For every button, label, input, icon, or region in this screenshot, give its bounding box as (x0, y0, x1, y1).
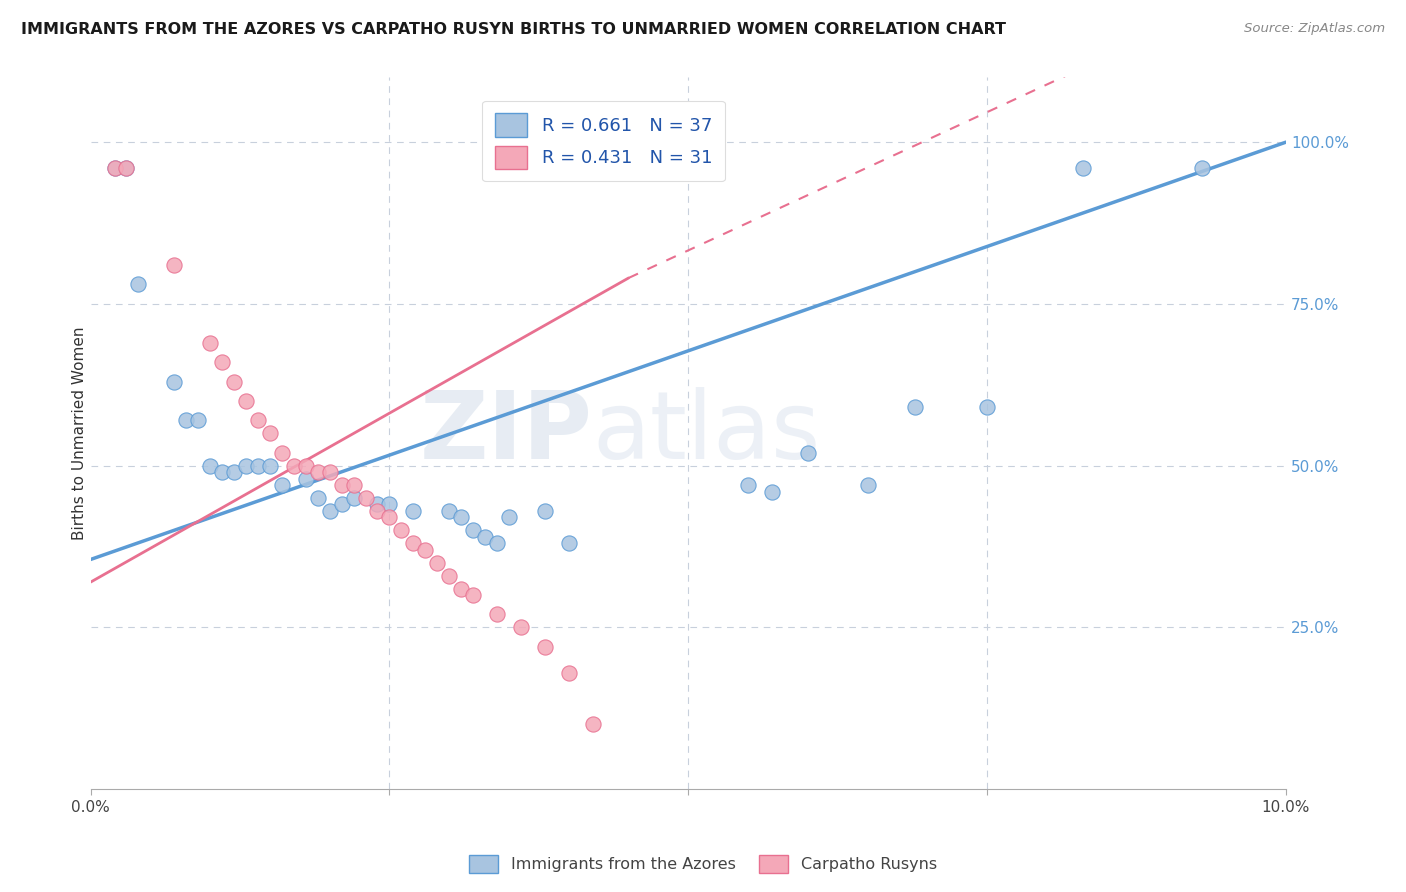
Point (259, 426, 281, 441)
Point (235, 458, 257, 473)
Point (330, 498, 353, 512)
Point (318, 465, 340, 479)
Point (115, 161, 138, 175)
Point (558, 665, 581, 680)
Point (307, 465, 329, 479)
Point (246, 458, 269, 473)
Point (474, 530, 496, 544)
Point (426, 556, 449, 570)
Point (115, 161, 138, 175)
Point (402, 536, 425, 550)
Point (235, 393, 257, 408)
Point (904, 401, 927, 415)
Point (211, 355, 233, 369)
Point (259, 458, 281, 473)
Point (187, 413, 209, 427)
Point (211, 465, 233, 479)
Point (270, 478, 292, 492)
Point (127, 277, 149, 292)
Point (534, 504, 557, 518)
Point (198, 335, 221, 350)
Point (307, 491, 329, 505)
Point (330, 478, 353, 492)
Point (174, 413, 197, 427)
Point (1071, 161, 1094, 175)
Point (354, 491, 377, 505)
Point (270, 446, 292, 460)
Point (413, 542, 436, 557)
Point (510, 620, 533, 634)
Text: Source: ZipAtlas.com: Source: ZipAtlas.com (1244, 22, 1385, 36)
Point (318, 504, 340, 518)
Point (366, 498, 388, 512)
Point (222, 465, 245, 479)
Point (163, 258, 186, 272)
Point (450, 510, 472, 524)
Point (402, 504, 425, 518)
Point (389, 524, 412, 538)
Point (283, 458, 305, 473)
Point (463, 588, 485, 602)
Point (737, 478, 759, 492)
Point (534, 640, 557, 654)
Point (294, 458, 316, 473)
Point (486, 607, 509, 622)
Point (856, 478, 879, 492)
Point (198, 458, 221, 473)
Point (439, 568, 461, 582)
Y-axis label: Births to Unmarried Women: Births to Unmarried Women (72, 326, 87, 540)
Point (797, 446, 820, 460)
Point (498, 510, 520, 524)
Point (450, 582, 472, 596)
Point (103, 161, 125, 175)
Point (342, 478, 364, 492)
Point (294, 472, 316, 486)
Legend: R = 0.661   N = 37, R = 0.431   N = 31: R = 0.661 N = 37, R = 0.431 N = 31 (482, 101, 725, 181)
Point (1191, 161, 1213, 175)
Point (366, 504, 388, 518)
Point (558, 536, 581, 550)
Point (163, 375, 186, 389)
Point (486, 536, 509, 550)
Text: IMMIGRANTS FROM THE AZORES VS CARPATHO RUSYN BIRTHS TO UNMARRIED WOMEN CORRELATI: IMMIGRANTS FROM THE AZORES VS CARPATHO R… (21, 22, 1007, 37)
Point (761, 484, 783, 499)
Point (463, 524, 485, 538)
Text: atlas: atlas (593, 387, 821, 479)
Legend: Immigrants from the Azores, Carpatho Rusyns: Immigrants from the Azores, Carpatho Rus… (463, 848, 943, 880)
Point (342, 491, 364, 505)
Point (439, 504, 461, 518)
Point (222, 375, 245, 389)
Point (378, 498, 401, 512)
Point (378, 510, 401, 524)
Text: ZIP: ZIP (420, 387, 593, 479)
Point (976, 401, 998, 415)
Point (103, 161, 125, 175)
Point (246, 413, 269, 427)
Point (582, 717, 605, 731)
